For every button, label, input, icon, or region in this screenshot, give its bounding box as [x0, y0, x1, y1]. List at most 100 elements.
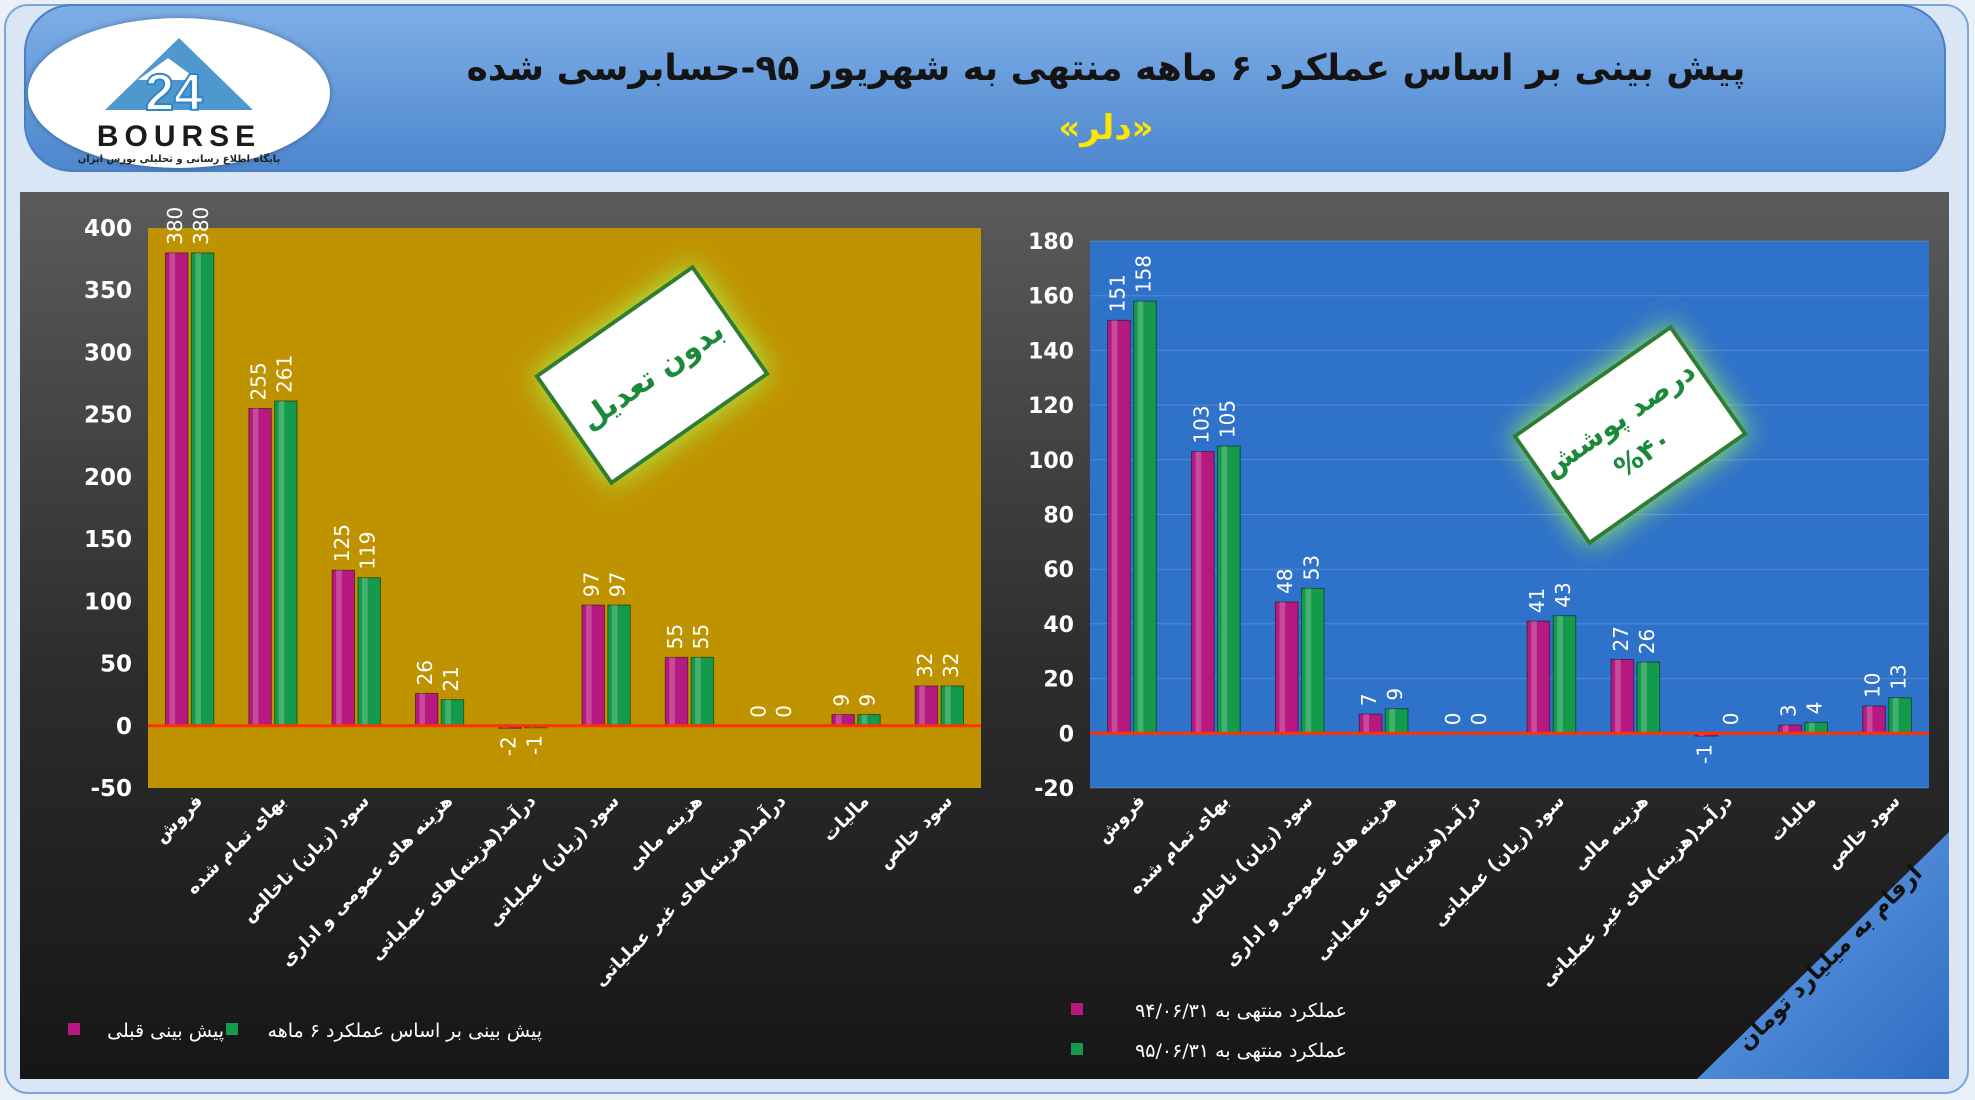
- bar-1-1-0: [1133, 300, 1157, 734]
- category-label-0-8: مالیات: [819, 791, 874, 846]
- bar-highlight-1-1-9: [1892, 697, 1899, 734]
- y-tick-1-6: 100: [1028, 449, 1074, 474]
- data-label-0-0-9: 32: [913, 653, 937, 678]
- bar-highlight-0-0-2: [336, 570, 342, 726]
- y-tick-1-4: 60: [1043, 558, 1074, 583]
- data-label-1-0-7: -1: [1693, 744, 1717, 764]
- bar-0-0-2: [331, 569, 356, 727]
- y-tick-1-2: 20: [1043, 668, 1074, 693]
- category-label-1-9: سود خالص: [1822, 791, 1904, 873]
- y-tick-0-6: 250: [84, 403, 132, 429]
- legend-swatch-right-2: [1071, 1043, 1083, 1055]
- data-label-0-0-4: -2: [496, 736, 520, 756]
- badge-box-0: [534, 264, 770, 486]
- data-label-1-1-9: 13: [1887, 664, 1911, 689]
- category-label-1-6: هزینه مالی: [1569, 791, 1653, 875]
- category-label-1-4: درآمد(هزینه)های عملیاتی: [1310, 789, 1486, 965]
- bar-highlight-0-1-9: [945, 685, 951, 726]
- bar-highlight-0-1-8: [861, 714, 868, 726]
- data-label-1-1-5: 43: [1551, 582, 1575, 607]
- y-tick-1-8: 140: [1028, 339, 1074, 364]
- bar-1-0-0: [1107, 319, 1131, 734]
- y-tick-0-7: 300: [84, 340, 132, 366]
- data-label-0-0-1: 255: [247, 362, 271, 400]
- category-label-0-4: درآمد(هزینه)های عملیاتی: [365, 789, 541, 965]
- bar-highlight-1-0-6: [1615, 659, 1621, 734]
- data-label-0-1-8: 9: [855, 694, 879, 707]
- data-label-1-1-4: 0: [1467, 713, 1491, 726]
- legend-swatch-right-1: [1071, 1003, 1083, 1015]
- data-label-0-1-4: -1: [522, 735, 546, 755]
- bar-1-1-9: [1888, 697, 1912, 734]
- data-label-1-0-8: 3: [1777, 704, 1801, 717]
- bar-highlight-0-0-9: [919, 685, 925, 726]
- data-label-0-1-3: 21: [439, 666, 463, 691]
- y-tick-0-1: 0: [116, 714, 132, 740]
- y-tick-1-9: 160: [1028, 285, 1074, 310]
- bar-highlight-1-0-9: [1866, 705, 1873, 734]
- category-label-0-9: سود خالص: [874, 791, 956, 873]
- bar-0-1-6: [690, 656, 715, 727]
- bar-1-0-1: [1191, 451, 1215, 734]
- bar-highlight-1-0-8: [1782, 725, 1789, 734]
- bar-1-1-5: [1552, 615, 1577, 734]
- bar-1-0-3: [1358, 713, 1383, 734]
- bar-highlight-1-0-1: [1195, 451, 1202, 734]
- bar-highlight-0-0-0: [169, 252, 176, 726]
- y-tick-1-7: 120: [1028, 394, 1074, 419]
- bar-0-0-3: [414, 692, 439, 727]
- header-banner: پیش بینی بر اساس عملکرد ۶ ماهه منتهی به …: [24, 4, 1946, 172]
- category-label-0-6: هزینه مالی: [623, 791, 707, 875]
- data-label-0-1-9: 32: [939, 653, 963, 678]
- bar-highlight-1-0-0: [1111, 320, 1118, 734]
- data-label-0-1-7: 0: [772, 705, 796, 718]
- bar-1-0-2: [1274, 601, 1299, 734]
- bar-1-1-1: [1217, 445, 1241, 734]
- bar-highlight-0-0-3: [419, 693, 426, 726]
- logo-tagline: پایگاه اطلاع رسانی و تحلیلی بورس ایران: [77, 154, 281, 165]
- bar-0-1-1: [274, 400, 298, 727]
- bar-0-1-5: [607, 604, 631, 727]
- y-tick-0-9: 400: [84, 216, 132, 242]
- data-label-1-0-4: 0: [1441, 713, 1465, 726]
- bar-highlight-0-1-5: [611, 605, 618, 726]
- data-label-1-0-2: 48: [1273, 569, 1297, 594]
- data-label-0-0-2: 125: [330, 524, 354, 562]
- badge-0: بدون تعدیل: [534, 264, 770, 486]
- bar-1-1-2: [1300, 587, 1325, 734]
- y-tick-1-0: -20: [1034, 777, 1074, 802]
- data-label-0-0-6: 55: [663, 624, 687, 649]
- logo-number: 24: [145, 64, 203, 122]
- data-label-0-0-7: 0: [746, 705, 770, 718]
- data-label-0-1-5: 97: [606, 572, 630, 597]
- category-label-1-3: هزینه های عمومی و اداری: [1221, 791, 1401, 971]
- y-tick-0-5: 200: [84, 465, 132, 491]
- bar-0-0-6: [664, 656, 689, 727]
- bar-highlight-1-1-1: [1221, 446, 1228, 734]
- legend-swatch-left-2: [226, 1023, 238, 1035]
- bar-1-0-5: [1526, 620, 1551, 734]
- y-tick-1-5: 80: [1043, 504, 1074, 529]
- bar-highlight-1-0-5: [1531, 621, 1537, 734]
- bar-highlight-0-1-0: [195, 252, 201, 726]
- data-label-0-1-1: 261: [272, 355, 296, 393]
- logo-wordmark: BOURSE: [96, 120, 262, 153]
- data-label-1-1-0: 158: [1131, 255, 1155, 293]
- bar-0-0-5: [581, 604, 605, 727]
- bar-0-0-1: [248, 407, 272, 727]
- bar-highlight-1-1-8: [1808, 722, 1815, 734]
- bar-0-1-0: [190, 252, 215, 727]
- bar-1-0-6: [1610, 658, 1635, 734]
- page-title: پیش بینی بر اساس عملکرد ۶ ماهه منتهی به …: [466, 48, 1746, 89]
- bar-highlight-1-1-6: [1641, 662, 1647, 734]
- bar-1-1-8: [1804, 721, 1828, 734]
- bar-highlight-1-1-3: [1389, 708, 1396, 734]
- data-label-1-1-1: 105: [1215, 400, 1239, 438]
- data-label-1-0-9: 10: [1861, 672, 1885, 697]
- bar-highlight-0-0-8: [835, 714, 842, 726]
- data-label-0-1-0: 380: [189, 207, 213, 245]
- bar-0-0-9: [914, 685, 939, 727]
- bar-1-1-6: [1636, 661, 1661, 734]
- bar-0-1-3: [440, 699, 465, 727]
